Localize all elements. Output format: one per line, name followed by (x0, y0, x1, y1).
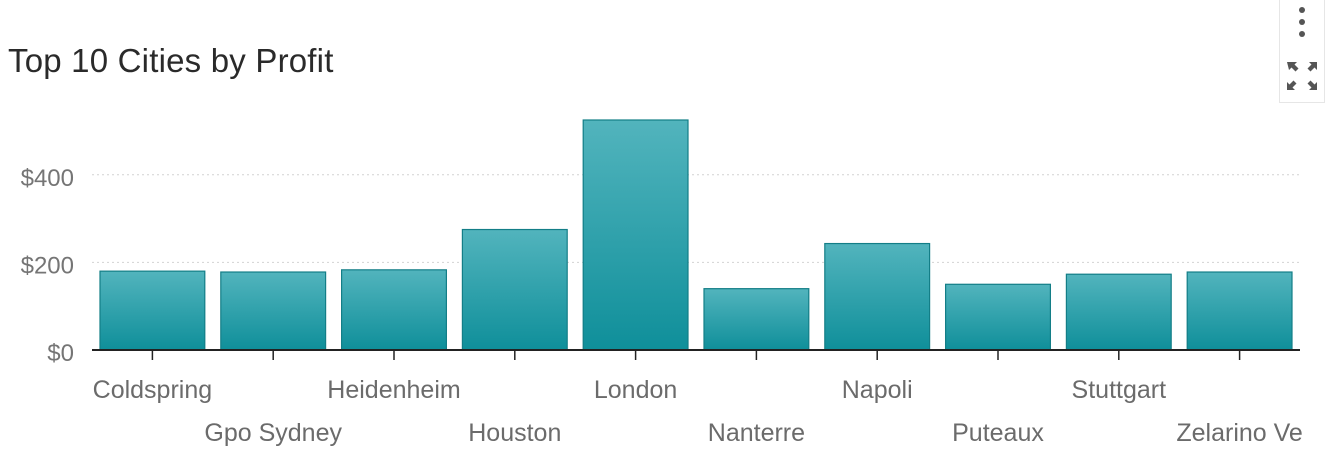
category-label: Nanterre (708, 419, 805, 447)
y-tick-label: $200 (21, 252, 74, 279)
category-label: London (594, 376, 677, 404)
bar-zelarino-ve[interactable] (1186, 271, 1293, 351)
y-tick-label: $400 (21, 165, 74, 192)
chart-toolbar (1279, 0, 1325, 103)
maximize-button[interactable] (1280, 54, 1324, 98)
bars (99, 119, 1293, 351)
bar-houston[interactable] (461, 228, 568, 351)
category-label: Stuttgart (1072, 376, 1167, 404)
chart-title: Top 10 Cities by Profit (8, 42, 334, 79)
category-label: Napoli (842, 376, 913, 404)
x-axis (92, 349, 1300, 360)
expand-arrows-icon (1287, 62, 1317, 90)
y-axis-tick-labels: $0 $200 $400 (21, 165, 74, 367)
bar-gpo-sydney[interactable] (220, 271, 327, 351)
category-label: Houston (468, 419, 561, 447)
bar-london[interactable] (582, 119, 689, 351)
category-label: Heidenheim (327, 376, 460, 404)
grid-lines (92, 174, 1300, 263)
bar-heidenheim[interactable] (341, 269, 448, 351)
bar-coldspring[interactable] (99, 270, 206, 351)
category-label: Puteaux (952, 419, 1044, 447)
bar-stuttgart[interactable] (1065, 273, 1172, 351)
more-options-button[interactable] (1280, 0, 1324, 44)
bar-napoli[interactable] (824, 242, 931, 351)
bar-puteaux[interactable] (944, 283, 1051, 351)
category-label: Gpo Sydney (204, 419, 342, 447)
category-label: Coldspring (93, 376, 213, 404)
y-tick-label: $0 (47, 340, 74, 367)
x-axis-category-labels: Coldspring Gpo Sydney Heidenheim Houston Lon… (93, 376, 1303, 447)
bar-nanterre[interactable] (703, 288, 810, 351)
category-label: Zelarino Ve (1176, 419, 1302, 447)
